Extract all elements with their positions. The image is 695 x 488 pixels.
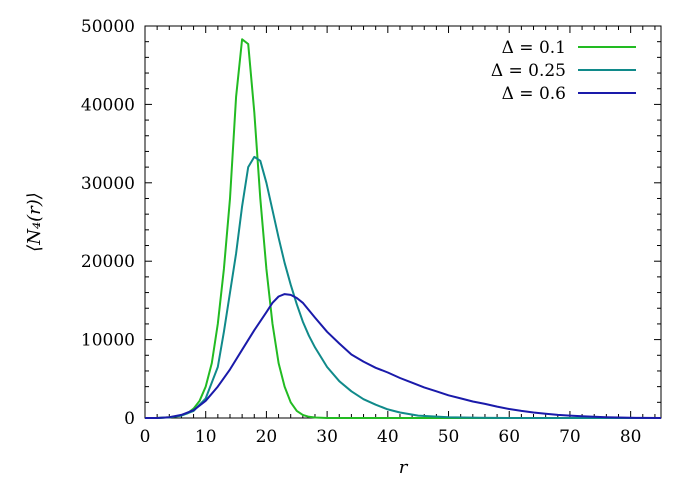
y-axis-label: ⟨N₄(r)⟩ (24, 192, 45, 252)
legend-label: Δ = 0.1 (502, 38, 566, 58)
legend-label: Δ = 0.25 (491, 61, 566, 81)
series-line-3 (145, 293, 662, 419)
y-tick-label: 20000 (81, 252, 135, 272)
x-axis-label: r (399, 457, 409, 478)
x-tick-label: 80 (620, 427, 642, 447)
y-tick-label: 40000 (81, 95, 135, 115)
plot-frame (144, 25, 662, 419)
y-tick-label: 50000 (81, 17, 135, 37)
x-tick-label: 30 (316, 427, 338, 447)
y-tick-label: 30000 (81, 174, 135, 194)
x-tick-label: 50 (438, 427, 460, 447)
series-line-2 (145, 155, 661, 419)
x-tick-labels: 0 10 20 30 40 50 60 70 80 (140, 427, 642, 447)
y-tick-label: 10000 (81, 331, 135, 351)
legend-label: Δ = 0.6 (502, 84, 566, 104)
y-tick-labels: 0 10000 20000 30000 40000 50000 (81, 17, 135, 429)
x-tick-label: 10 (195, 427, 217, 447)
axis-ticks (144, 25, 661, 419)
x-tick-label: 60 (498, 427, 520, 447)
series-lines (145, 38, 662, 419)
legend: Δ = 0.1 Δ = 0.25 Δ = 0.6 (491, 38, 636, 104)
x-tick-label: 70 (559, 427, 581, 447)
y-tick-label: 0 (124, 409, 135, 429)
x-tick-label: 40 (377, 427, 399, 447)
x-tick-label: 0 (140, 427, 151, 447)
x-tick-label: 20 (256, 427, 278, 447)
series-line-1 (145, 38, 661, 419)
